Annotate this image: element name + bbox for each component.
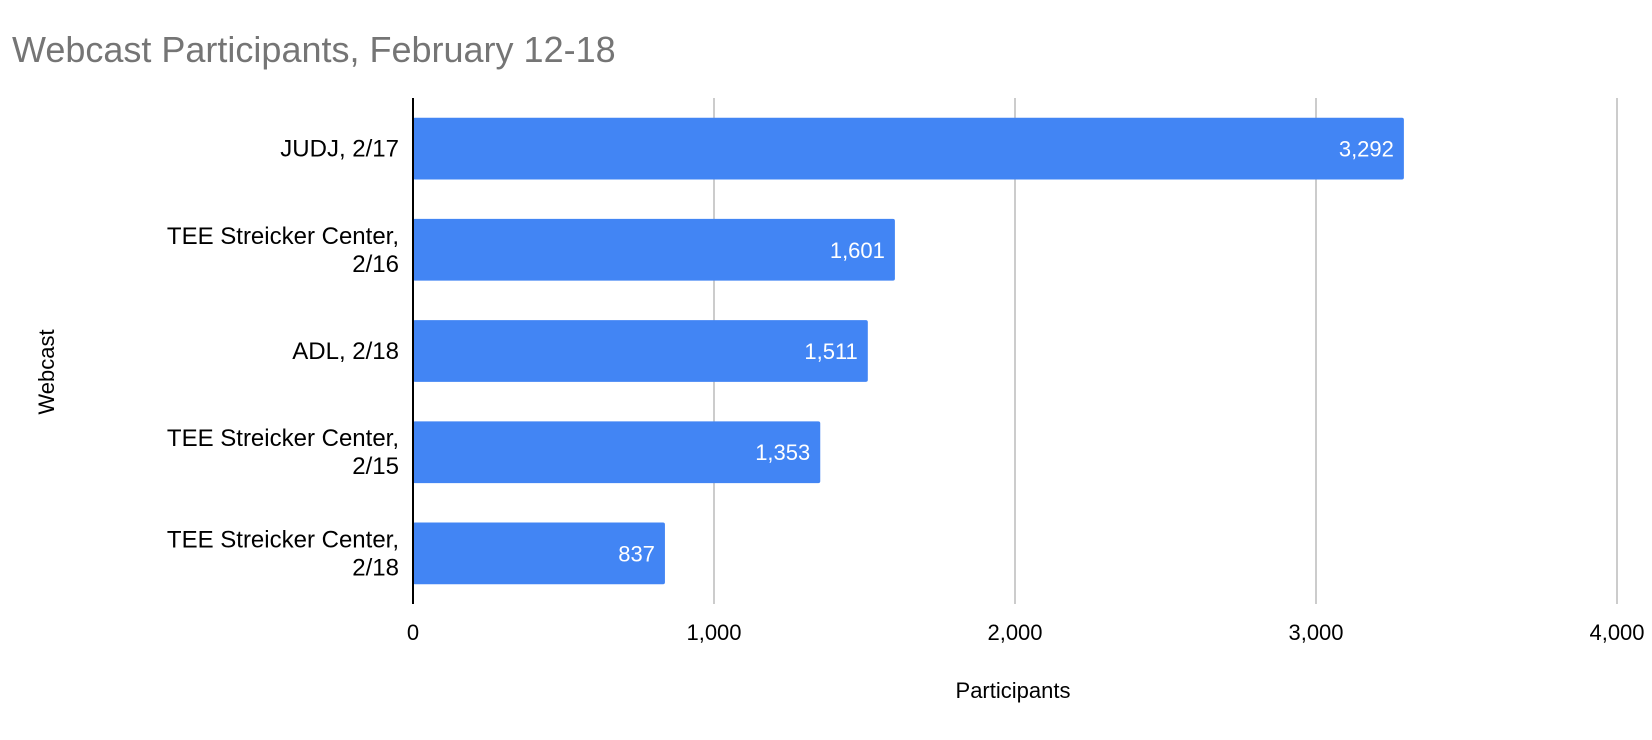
data-label: 3,292 [1339,137,1394,162]
chart-title: Webcast Participants, February 12-18 [12,29,616,70]
x-axis-title: Participants [956,678,1071,703]
category-label: TEE Streicker Center, 2/18 [167,526,399,581]
x-tick-label: 0 [407,620,419,645]
category-label: TEE Streicker Center, 2/16 [167,223,399,278]
bar [413,320,868,382]
x-tick-labels: 0 1,000 2,000 3,000 4,000 [407,620,1645,645]
category-label: ADL, 2/18 [292,338,399,365]
data-label: 1,601 [830,238,885,263]
category-label: JUDJ, 2/17 [280,136,399,163]
bar [413,522,665,585]
x-tick-label: 2,000 [987,620,1042,645]
category-labels: JUDJ, 2/17 TEE Streicker Center, 2/16 ADL, … [167,136,399,582]
x-tick-label: 4,000 [1589,620,1644,645]
category-label: TEE Streicker Center, 2/15 [167,425,399,480]
y-axis-title: Webcast [34,329,59,414]
bar [413,218,895,281]
x-tick-label: 3,000 [1288,620,1343,645]
data-label: 1,511 [804,339,857,364]
bar [413,117,1404,180]
bars: 3,292 1,601 1,511 1,353 837 [413,117,1404,585]
data-label: 837 [618,541,655,566]
x-tick-label: 1,000 [686,620,741,645]
data-label: 1,353 [755,440,810,465]
bar [413,421,821,484]
